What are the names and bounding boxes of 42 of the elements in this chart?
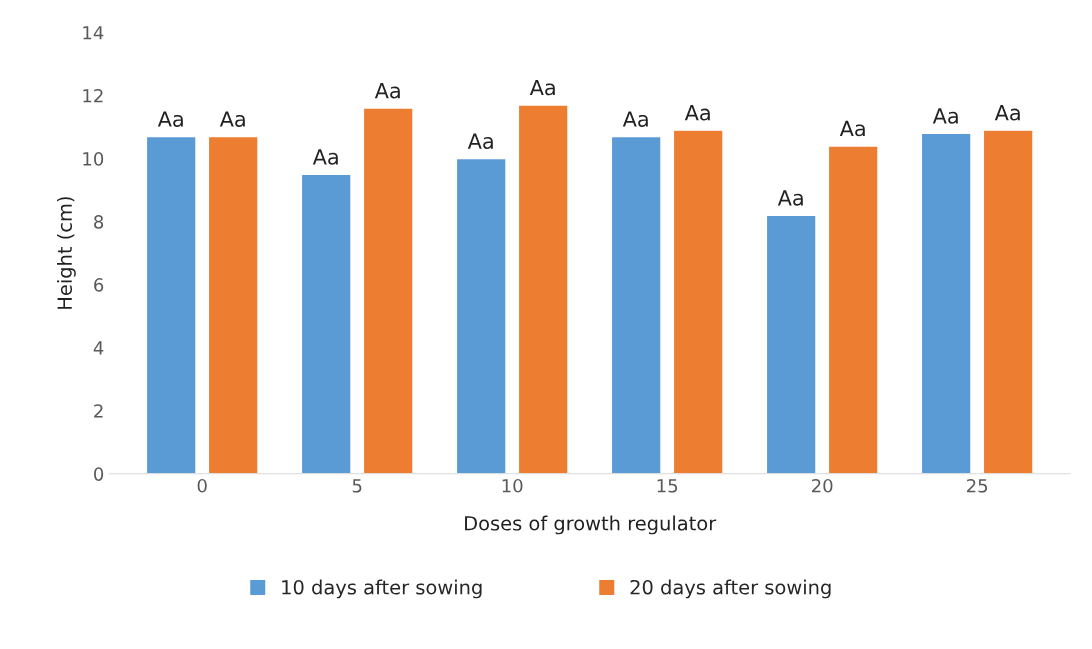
- x-tick-label: 5: [352, 479, 362, 493]
- bar: [517, 104, 569, 474]
- y-axis-title: Height (cm): [56, 197, 76, 309]
- x-tick-label: 25: [967, 478, 988, 493]
- data-label: Aa: [157, 111, 183, 127]
- bar: [920, 132, 972, 474]
- bar: [300, 173, 352, 474]
- data-label: Aa: [467, 133, 493, 149]
- data-label: Aa: [622, 111, 648, 127]
- bar: [207, 135, 259, 474]
- bar: [610, 135, 662, 474]
- bar: [672, 129, 724, 474]
- bar: [765, 214, 817, 474]
- x-tick-label: 10: [502, 478, 523, 493]
- data-label: Aa: [312, 149, 338, 165]
- bar: [982, 129, 1034, 474]
- bar: [827, 145, 879, 474]
- data-label: Aa: [777, 190, 803, 206]
- bar: [145, 135, 197, 474]
- y-tick-label: 4: [93, 341, 104, 355]
- x-tick-label: 0: [197, 478, 207, 493]
- y-tick-label: 12: [83, 88, 103, 103]
- y-tick-label: 14: [83, 26, 104, 40]
- y-tick-label: 6: [94, 278, 104, 292]
- y-tick-label: 0: [94, 467, 104, 481]
- data-label: Aa: [684, 105, 710, 121]
- data-label: Aa: [374, 83, 400, 99]
- bar: [362, 107, 414, 474]
- bar: [455, 157, 507, 474]
- legend-label: 20 days after sowing: [630, 579, 831, 599]
- x-tick-label: 15: [657, 479, 678, 493]
- x-axis-title: Doses of growth regulator: [465, 515, 717, 535]
- data-label: Aa: [932, 108, 958, 124]
- x-tick-label: 20: [812, 478, 833, 493]
- y-tick-label: 10: [83, 152, 104, 166]
- data-label: Aa: [839, 120, 865, 137]
- legend-label: 10 days after sowing: [282, 579, 482, 599]
- data-label: Aa: [529, 79, 555, 96]
- y-tick-label: 8: [94, 215, 104, 229]
- data-label: Aa: [994, 105, 1020, 121]
- y-tick-label: 2: [94, 404, 103, 418]
- data-label: Aa: [219, 111, 245, 127]
